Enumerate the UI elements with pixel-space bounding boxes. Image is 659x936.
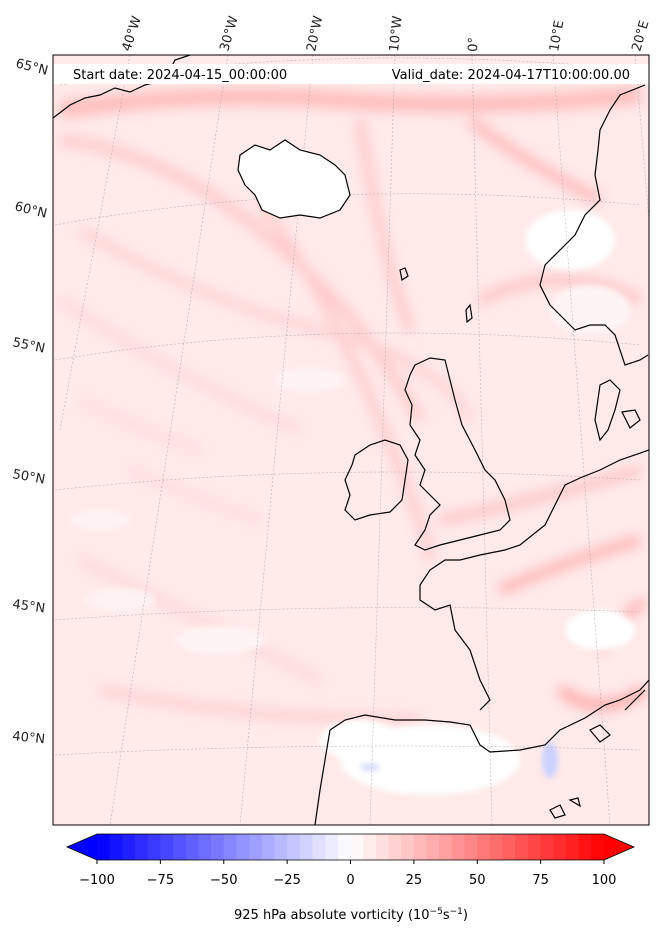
continental-coast — [419, 449, 649, 711]
colorbar-cell — [540, 834, 554, 860]
denmark-coast — [594, 379, 621, 442]
colorbar-label: 925 hPa absolute vorticity (10−5s−1) — [234, 907, 468, 923]
colorbar-cell — [439, 834, 453, 860]
colorbar-cell — [160, 834, 174, 860]
colorbar-tick-label: 0 — [346, 873, 354, 888]
lat-label-45n: 45°N — [11, 597, 46, 616]
colorbar-cell — [375, 834, 390, 860]
colorbar-cell — [502, 834, 516, 860]
colorbar-cell — [578, 834, 592, 860]
lon-label-10w: 10°W — [387, 15, 406, 52]
colorbar-cell — [299, 834, 313, 860]
colorbar-ticks: −100 −75 −50 −25 0 25 50 75 100 — [79, 860, 616, 888]
colorbar-cell — [261, 834, 275, 860]
colorbar-cell — [413, 834, 428, 860]
lon-label-30w: 30°W — [217, 14, 241, 53]
lon-label-10e: 10°E — [547, 19, 567, 52]
colorbar-tick-label: −50 — [210, 873, 237, 888]
latitude-labels: 65°N 60°N 55°N 50°N 45°N 40°N — [11, 56, 49, 747]
colorbar-max-extension — [604, 834, 634, 860]
scandinavia-coast — [539, 84, 649, 366]
colorbar-cell — [223, 834, 237, 860]
colorbar-cell — [109, 834, 123, 860]
colorbar-cell — [426, 834, 440, 860]
colorbar-cell — [97, 834, 111, 860]
lon-label-0: 0° — [466, 37, 482, 52]
colorbar-cell — [363, 834, 377, 860]
valid-date-label: Valid_date: 2024-04-17T10:00:00.00 — [392, 68, 630, 83]
lat-label-60n: 60°N — [13, 199, 48, 221]
colorbar-cell — [477, 834, 491, 860]
colorbar-cell — [337, 834, 351, 860]
colorbar-cell — [350, 834, 364, 860]
colorbar-cell — [464, 834, 478, 860]
colorbar-tick-label: 100 — [592, 873, 617, 888]
colorbar-cell — [388, 834, 402, 860]
lon-label-40w: 40°W — [120, 14, 145, 53]
colorbar-cell — [122, 834, 136, 860]
colorbar-tick-label: 75 — [532, 873, 549, 888]
colorbar-cell — [515, 834, 529, 860]
lat-label-65n: 65°N — [14, 56, 49, 78]
lat-label-50n: 50°N — [11, 467, 46, 487]
colorbar-cell — [565, 834, 580, 860]
colorbar-cell — [236, 834, 250, 860]
colorbar-cell — [173, 834, 187, 860]
vorticity-field-background — [53, 55, 649, 825]
coastlines — [53, 55, 649, 825]
lon-label-20w: 20°W — [304, 14, 326, 52]
lat-label-40n: 40°N — [12, 729, 46, 747]
lat-label-55n: 55°N — [11, 335, 46, 356]
colorbar-cell — [135, 834, 149, 860]
colorbar-cell — [489, 834, 504, 860]
colorbar-cell — [147, 834, 161, 860]
colorbar-tick-label: −100 — [79, 873, 115, 888]
colorbar-cell — [185, 834, 199, 860]
colorbar-cell — [401, 834, 415, 860]
colorbar-cell — [287, 834, 301, 860]
iceland-coast — [237, 139, 351, 219]
lon-label-20e: 20°E — [629, 19, 652, 53]
colorbar-cell — [198, 834, 212, 860]
colorbar-cell — [325, 834, 339, 860]
great-britain-coast — [404, 357, 511, 551]
map-panel: Start date: 2024-04-15_00:00:00 Valid_da… — [53, 55, 649, 825]
colorbar-tick-label: 50 — [469, 873, 486, 888]
colorbar-cell — [211, 834, 225, 860]
colorbar-tick-label: 25 — [406, 873, 423, 888]
colorbar-cell — [451, 834, 466, 860]
colorbar-tick-label: −25 — [273, 873, 300, 888]
colorbar-min-extension — [67, 834, 97, 860]
map-frame — [52, 54, 650, 826]
colorbar-cell — [249, 834, 263, 860]
colorbar-cell — [591, 834, 605, 860]
colorbar-cell — [553, 834, 567, 860]
header-band — [53, 64, 649, 84]
iberia-coast — [329, 679, 649, 753]
colorbar-cell — [527, 834, 542, 860]
start-date-label: Start date: 2024-04-15_00:00:00 — [73, 68, 287, 83]
colorbar: −100 −75 −50 −25 0 25 50 75 100 925 hPa absolute… — [65, 833, 636, 923]
colorbar-tick-label: −75 — [147, 873, 174, 888]
colorbar-cell — [312, 834, 326, 860]
colorbar-cell — [274, 834, 288, 860]
ireland-coast — [344, 439, 409, 521]
longitude-labels: 40°W 30°W 20°W 10°W 0° 10°E 20°E — [120, 14, 653, 53]
